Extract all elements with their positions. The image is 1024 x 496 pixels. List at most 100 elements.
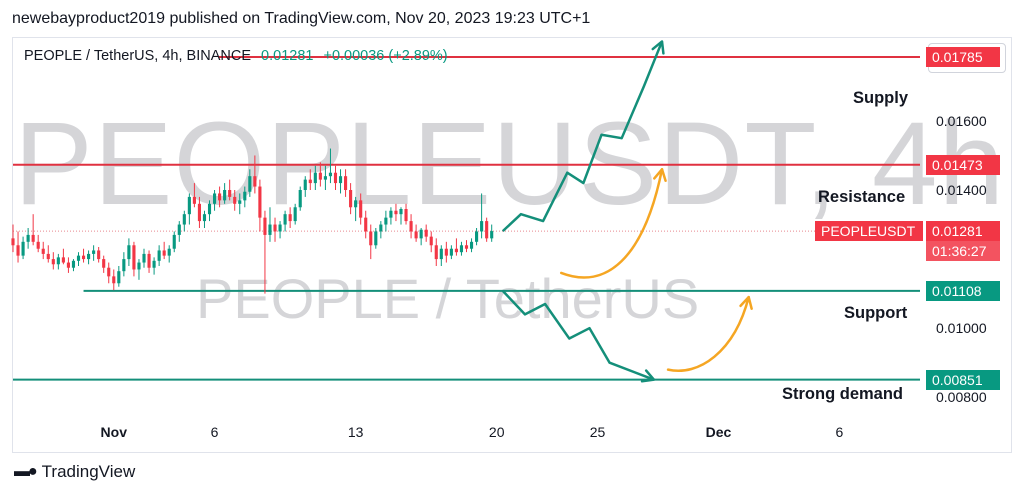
- candle-body: [11, 238, 15, 246]
- candle-body: [102, 259, 106, 268]
- candle-body: [192, 196, 196, 204]
- publish-caption: newebayproduct2019 published on TradingV…: [12, 10, 591, 27]
- strong-demand-label: Strong demand: [782, 385, 904, 403]
- candle-body: [51, 259, 55, 265]
- candle-body: [429, 236, 433, 246]
- candle-body: [434, 245, 438, 260]
- candle-body: [56, 257, 60, 265]
- candle-body: [212, 193, 217, 204]
- candle-body: [394, 210, 398, 215]
- candle-body: [399, 209, 403, 215]
- candle-body: [338, 176, 343, 184]
- candle-body: [71, 260, 76, 268]
- resistance-bounce-arrow-arrowhead: [653, 168, 667, 182]
- candle-body: [283, 214, 287, 225]
- candle-body: [490, 231, 494, 239]
- price-tag: 0.00851: [926, 369, 1000, 390]
- candle-body: [303, 179, 307, 190]
- candle-body: [152, 260, 156, 268]
- candle-body: [127, 245, 131, 260]
- support-bounce-arrow-arrowhead: [739, 295, 753, 310]
- price-tick-label: 0.01400: [936, 182, 987, 198]
- candle-body: [26, 234, 30, 242]
- candle-body: [112, 276, 116, 284]
- time-tick-label: Nov: [100, 424, 127, 440]
- candle-body: [107, 267, 111, 277]
- candle-body: [162, 250, 166, 256]
- candle-body: [66, 262, 70, 268]
- price-tag: 0.01785: [926, 47, 1000, 67]
- candle-body: [419, 229, 423, 239]
- candle-body: [273, 224, 277, 232]
- resistance-bounce-arrow: [559, 168, 664, 279]
- candle-body: [182, 214, 186, 225]
- candle-body: [364, 217, 368, 232]
- candle-body: [354, 200, 358, 208]
- bar-countdown-tag: 01:36:27: [926, 241, 1000, 262]
- candle-body: [313, 172, 317, 184]
- candle-body: [157, 250, 161, 261]
- candle-body: [76, 255, 81, 261]
- candle-body: [253, 176, 257, 187]
- price-tick-label: 0.00800: [936, 389, 987, 406]
- symbol-watermark-sub: PEOPLE / TetherUS: [196, 267, 700, 330]
- symbol-legend: PEOPLE / TetherUS, 4h, BINANCE 0.01281 +…: [24, 48, 448, 64]
- candle-body: [469, 241, 474, 249]
- candle-body: [197, 203, 202, 222]
- candle-body: [278, 224, 282, 232]
- candle-body: [444, 248, 448, 256]
- candle-body: [46, 253, 50, 260]
- candle-body: [333, 172, 338, 184]
- price-change: +0.00036 (+2.89%): [323, 48, 448, 64]
- candle-body: [16, 245, 20, 256]
- last-price: 0.01281: [261, 48, 314, 64]
- candle-body: [248, 176, 252, 192]
- bullish-path-arrowhead: [651, 40, 665, 55]
- candle-body: [258, 186, 262, 218]
- candle-body: [87, 253, 91, 260]
- candle-body: [475, 231, 479, 242]
- price-tag: 0.01281: [926, 221, 1000, 242]
- candle-body: [414, 231, 418, 239]
- candle-body: [177, 224, 181, 235]
- candle-body: [21, 241, 25, 256]
- bearish-path: [501, 290, 655, 381]
- candle-body: [424, 229, 428, 237]
- candle-body: [389, 210, 393, 218]
- tradingview-logo-icon: ▬●: [14, 463, 38, 480]
- candle-body: [167, 248, 171, 256]
- price-tick-label: 0.01600: [936, 112, 987, 129]
- candle-body: [344, 176, 348, 190]
- support-bounce-arrow: [666, 295, 750, 372]
- candle-body: [288, 214, 292, 222]
- candle-body: [404, 209, 408, 222]
- candle-body: [454, 248, 458, 253]
- candle-body: [379, 224, 383, 232]
- support-label: Support: [844, 304, 908, 322]
- candle-body: [439, 248, 443, 260]
- time-tick-label: 6: [835, 424, 844, 440]
- candle-body: [92, 250, 96, 254]
- candle-body: [132, 245, 136, 270]
- candle-body: [308, 179, 312, 184]
- price-tag: 0.01108: [926, 280, 1000, 301]
- symbol-price-tag: PEOPLEUSDT: [815, 221, 923, 242]
- candle-body: [369, 231, 373, 246]
- candle-body: [41, 248, 45, 254]
- time-tick-label: 6: [210, 424, 219, 440]
- candle-body: [233, 196, 237, 204]
- tradingview-logo[interactable]: ▬● TradingView: [14, 462, 135, 482]
- candle-body: [142, 253, 146, 263]
- candle-body: [293, 207, 297, 222]
- time-tick-label: 20: [488, 424, 505, 440]
- tradingview-brand: TradingView: [41, 462, 136, 481]
- candle-body: [61, 257, 65, 263]
- candle-body: [323, 176, 327, 180]
- candle-body: [228, 190, 232, 197]
- symbol-name[interactable]: PEOPLE / TetherUS, 4h, BINANCE: [24, 48, 251, 64]
- candle-body: [298, 190, 302, 208]
- candle-body: [31, 234, 35, 242]
- candle-body: [374, 231, 378, 246]
- candle-body: [384, 217, 388, 225]
